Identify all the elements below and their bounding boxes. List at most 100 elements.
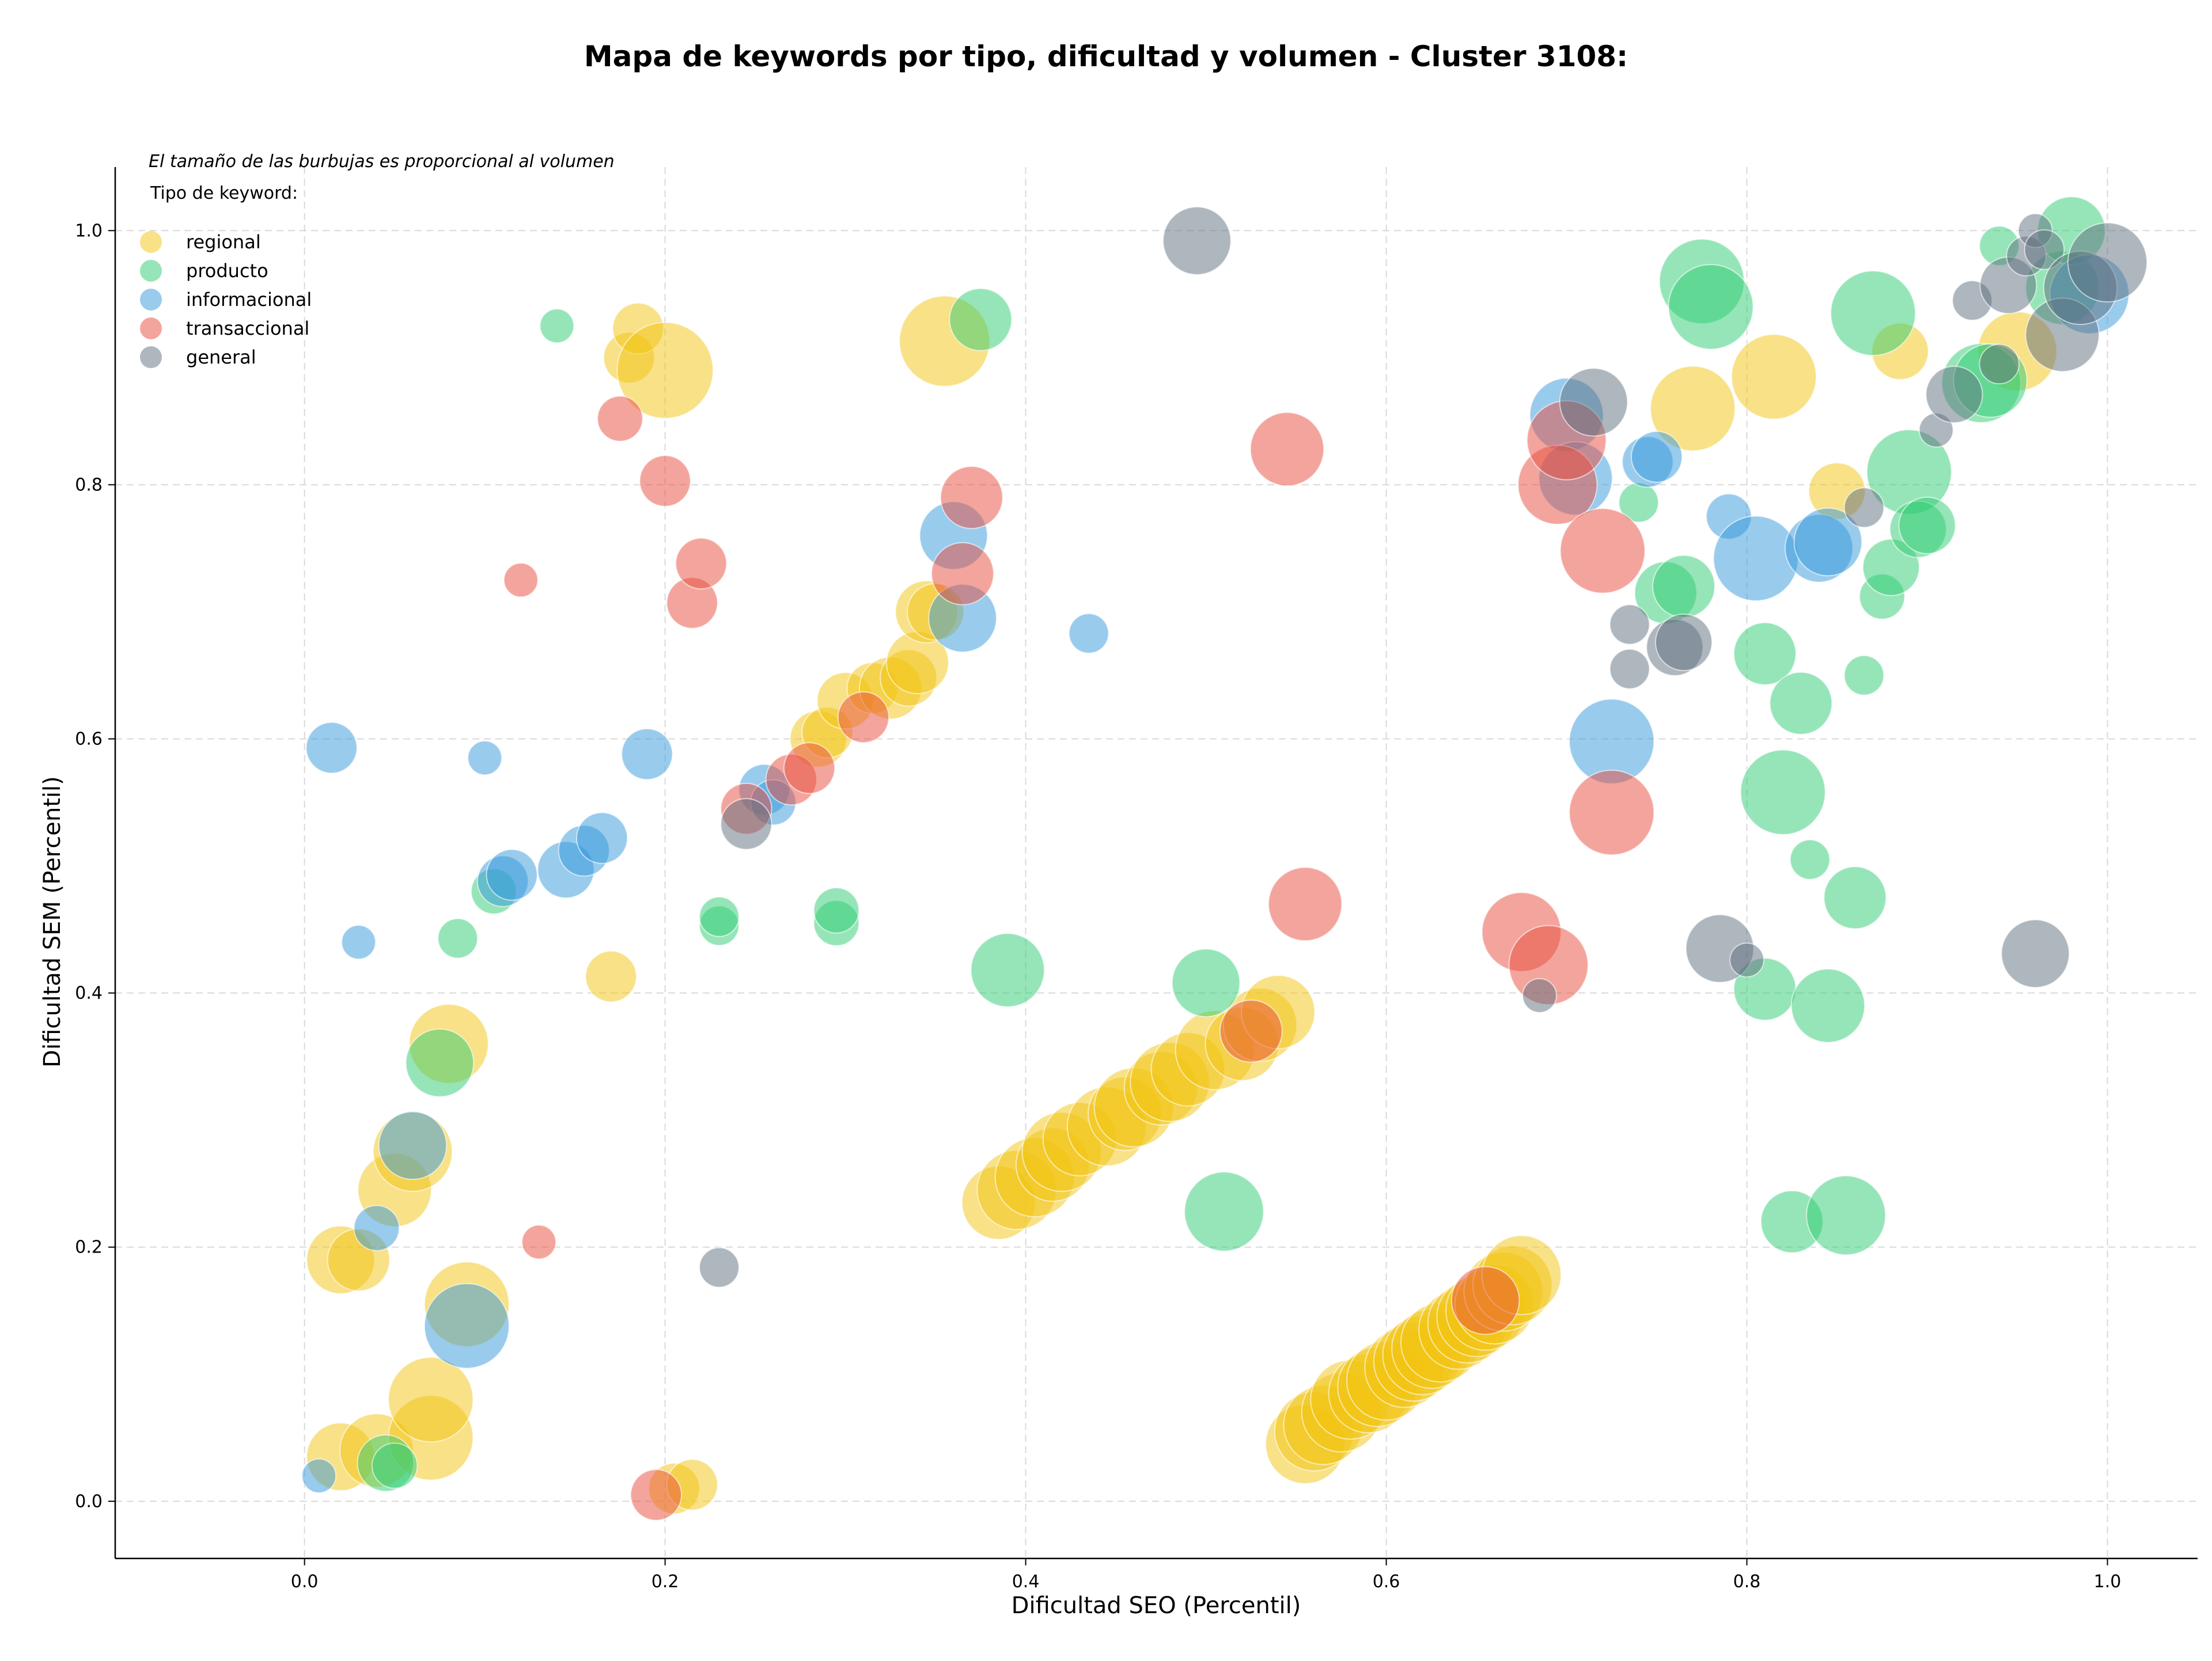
bubble-producto [699,896,740,937]
legend-marker-general [140,346,162,368]
bubble-size-note: El tamaño de las burbujas es proporciona… [149,152,615,172]
y-tick-label: 0.6 [75,729,103,749]
bubble-informacional [467,740,503,775]
legend-label-transaccional: transaccional [186,317,309,339]
bubble-transaccional [1450,1266,1520,1335]
bubble-informacional [575,812,628,864]
x-tick-label: 0.2 [652,1572,679,1592]
legend-label-general: general [186,346,256,368]
legend: regional producto informacional transaccion… [140,231,312,368]
bubble-producto [1830,270,1916,357]
bubble-transaccional [630,1469,683,1521]
bubble-general [1979,343,2020,385]
axes [114,167,2198,1560]
bubble-general [1654,613,1713,671]
y-tick-label: 0.0 [75,1492,103,1512]
bubble-producto [813,887,860,934]
bubble-general [1843,487,1885,528]
y-tick-label: 1.0 [75,221,103,241]
bubble-transaccional [1559,508,1646,594]
bubble-producto [437,918,478,959]
bubble-producto [1823,866,1887,930]
bubble-transaccional [940,466,1003,529]
bubble-transaccional [837,691,889,744]
bubble-transaccional [783,742,836,794]
bubble-transaccional [1268,867,1343,941]
bubble-producto [1184,1171,1264,1252]
bubble-informacional [1630,430,1683,483]
bubble-informacional [423,1282,510,1369]
legend-marker-regional [140,231,162,253]
bubble-transaccional [521,1224,556,1260]
bubble-producto [970,933,1045,1008]
legend-marker-producto [140,260,162,282]
x-tick-label: 1.0 [2094,1572,2122,1592]
bubble-informacional [353,1205,400,1251]
bubble-producto [1806,1175,1887,1256]
bubble-general [2024,229,2065,270]
bubble-informacional [621,728,673,781]
legend-marker-informacional [140,289,162,311]
bubble-transaccional [1569,769,1655,856]
x-tick-label: 0.6 [1373,1572,1400,1592]
bubble-transaccional [931,542,994,606]
bubble-informacional [341,924,376,960]
bubble-regional [585,950,637,1002]
bubble-producto [371,1442,418,1489]
bubble-producto [405,1028,475,1098]
bubble-regional [1730,334,1817,420]
bubble-informacional [1713,515,1799,601]
y-tick-label: 0.8 [75,475,103,495]
bubble-producto [1733,622,1797,686]
legend-marker-transaccional [140,317,162,339]
bubble-general [1609,604,1650,645]
bubble-producto [1652,554,1715,618]
bubble-general [1925,365,1983,423]
bubble-transaccional [675,538,728,590]
bubble-producto [1790,968,1866,1043]
bubble-general [1162,206,1232,275]
bubble-informacional [1068,613,1109,654]
bubble-general [720,798,772,850]
legend-label-producto: producto [186,260,268,282]
bubble-regional [1650,365,1736,452]
y-axis-label: Dificultad SEM (Percentil) [39,776,66,1068]
tick-labels: 0.0 0.2 0.4 0.6 0.8 1.0 0.0 0.2 0.4 0.6 0.8 1.0 [75,221,2121,1592]
bubble-informacional [378,1111,448,1181]
bubble-general [699,1247,740,1288]
bubble-general [1609,648,1650,690]
bubble-transaccional [1219,999,1283,1063]
bubble-producto [539,308,575,344]
bubble-producto [1843,654,1885,696]
bubble-general [1729,942,1764,978]
y-tick-label: 0.2 [75,1238,103,1258]
legend-label-regional: regional [186,231,261,253]
bubble-general [2067,222,2148,303]
x-tick-label: 0.4 [1012,1572,1040,1592]
x-tick-label: 0.8 [1733,1572,1761,1592]
bubble-informacional [1793,507,1863,577]
bubble-transaccional [1249,411,1325,487]
bubble-informacional [301,1458,337,1494]
bubble-informacional [305,721,358,774]
bubble-transaccional [639,455,691,507]
bubble-general [1522,978,1557,1013]
bubble-producto [1740,749,1826,835]
bubble-layer [301,196,2148,1521]
bubble-regional [616,321,714,419]
bubble-producto [1668,264,1754,350]
bubble-producto [949,287,1013,351]
bubble-regional [388,1356,474,1443]
bubble-transaccional [503,562,539,598]
bubble-transaccional [597,395,643,442]
legend-title: Tipo de keyword: [150,183,298,203]
y-tick-label: 0.4 [75,983,103,1004]
bubble-producto [1789,839,1831,880]
chart-title: Mapa de keywords por tipo, dificultad y … [584,40,1628,73]
bubble-general [2001,919,2070,988]
bubble-general [1559,368,1628,437]
x-axis-label: Dificultad SEO (Percentil) [1012,1592,1301,1619]
bubble-producto [1171,948,1241,1017]
bubble-informacional [486,849,538,901]
